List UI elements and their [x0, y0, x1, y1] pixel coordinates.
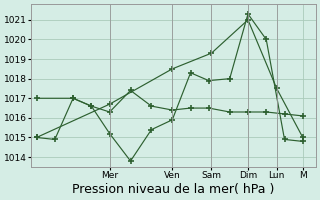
X-axis label: Pression niveau de la mer( hPa ): Pression niveau de la mer( hPa ) — [72, 183, 275, 196]
